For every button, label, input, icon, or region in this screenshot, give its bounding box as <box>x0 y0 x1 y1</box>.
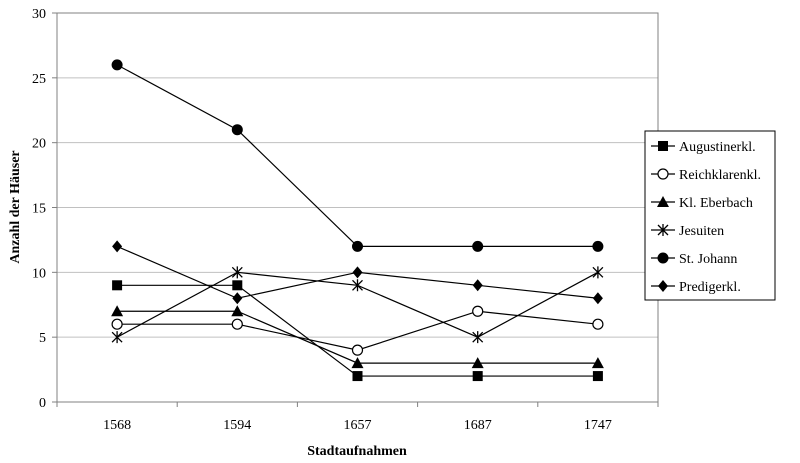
legend-box <box>644 130 776 301</box>
data-point-marker <box>352 371 363 382</box>
x-axis-ticks: 1568 1594 1657 1687 1747 <box>56 402 659 433</box>
legend-item: Reichklarenkl. <box>651 168 761 183</box>
y-tick-label: 20 <box>32 137 46 152</box>
data-point-marker <box>592 371 603 382</box>
x-tick-label: 1687 <box>464 418 492 433</box>
data-point-marker <box>111 59 123 71</box>
data-point-marker <box>112 280 123 291</box>
data-point-marker <box>111 305 124 317</box>
data-point-marker <box>111 318 123 330</box>
data-point-marker <box>657 168 669 180</box>
y-tick-label: 0 <box>39 396 46 411</box>
data-point-marker <box>471 357 484 369</box>
legend-item: Augustinerkl. <box>651 140 756 155</box>
legend-label: Jesuiten <box>679 224 724 239</box>
data-point-marker <box>658 141 668 151</box>
y-tick-label: 10 <box>32 266 46 281</box>
y-tick-label: 30 <box>32 7 46 22</box>
data-point-marker <box>231 305 244 317</box>
data-point-marker <box>231 124 243 136</box>
y-tick-label: 15 <box>32 202 46 217</box>
data-point-marker <box>352 279 363 292</box>
series-2 <box>111 305 604 369</box>
data-point-marker <box>351 344 364 356</box>
series-group <box>111 59 604 382</box>
data-point-marker <box>231 266 243 279</box>
series-4 <box>111 59 604 252</box>
data-point-marker <box>592 266 604 279</box>
x-tick-label: 1568 <box>103 418 131 433</box>
x-axis-title: Stadtaufnahmen <box>307 444 407 459</box>
legend-label: Augustinerkl. <box>679 140 756 155</box>
data-point-marker <box>231 318 243 330</box>
data-point-marker <box>657 196 669 207</box>
data-point-marker <box>592 240 604 252</box>
data-point-marker <box>657 252 669 264</box>
data-point-marker <box>352 266 363 279</box>
data-point-marker <box>591 357 604 369</box>
data-point-marker <box>472 371 483 382</box>
data-point-marker <box>658 280 668 292</box>
data-point-marker <box>592 292 603 305</box>
series-0 <box>112 280 603 382</box>
legend-label: Reichklarenkl. <box>679 168 761 183</box>
data-point-marker <box>472 331 484 344</box>
x-tick-label: 1594 <box>223 418 251 433</box>
data-point-marker <box>472 279 483 292</box>
legend-item: Predigerkl. <box>651 280 741 295</box>
y-tick-label: 5 <box>39 331 46 346</box>
data-point-marker <box>472 240 484 252</box>
data-point-marker <box>112 240 123 253</box>
legend: Augustinerkl. Reichklarenkl. Kl. Eberbach J… <box>651 140 761 295</box>
gridlines <box>57 77 658 338</box>
x-tick-label: 1747 <box>584 418 612 433</box>
data-point-marker <box>352 240 363 252</box>
data-point-marker <box>592 318 604 330</box>
data-point-marker <box>657 224 669 236</box>
y-axis-ticks: 0 5 10 15 20 25 30 <box>32 7 57 411</box>
legend-item: St. Johann <box>651 252 737 267</box>
series-5 <box>112 240 603 305</box>
series-line <box>116 64 598 247</box>
legend-item: Jesuiten <box>651 224 724 239</box>
y-tick-label: 25 <box>32 72 46 87</box>
series-line <box>117 310 598 351</box>
y-axis-title: Anzahl der Häuser <box>8 150 23 263</box>
data-point-marker <box>232 292 243 305</box>
data-point-marker <box>111 331 123 344</box>
legend-item: Kl. Eberbach <box>651 196 753 211</box>
data-point-marker <box>472 305 484 317</box>
series-3 <box>111 266 604 344</box>
series-1 <box>111 305 604 356</box>
data-point-marker <box>351 357 364 369</box>
legend-label: Predigerkl. <box>679 280 741 295</box>
data-point-marker <box>232 280 243 291</box>
legend-label: St. Johann <box>679 252 737 267</box>
x-tick-label: 1657 <box>344 418 372 433</box>
legend-label: Kl. Eberbach <box>679 196 753 211</box>
